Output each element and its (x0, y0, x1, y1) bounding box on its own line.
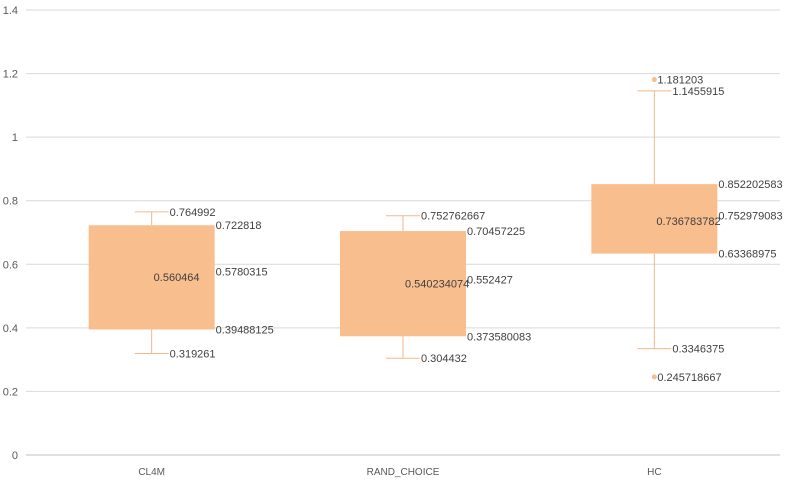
y-tick-label: 1 (12, 132, 18, 144)
q3-label: 0.852202583 (718, 179, 782, 191)
outlier-label: 0.245718667 (657, 372, 721, 384)
outlier-label: 1.181203 (657, 75, 703, 87)
max-label: 0.764992 (170, 207, 216, 219)
y-tick-label: 0.6 (3, 259, 18, 271)
x-category-label: RAND_CHOICE (367, 467, 440, 478)
y-axis-ticks: 0 0.2 0.4 0.6 0.8 1 1.2 1.4 (3, 5, 18, 462)
y-tick-label: 0 (12, 450, 18, 462)
min-label: 0.3346375 (672, 344, 724, 356)
min-label: 0.304432 (421, 353, 467, 365)
median-label: 0.552427 (467, 274, 513, 286)
q1-label: 0.63368975 (718, 249, 776, 261)
median-label: 0.5780315 (216, 266, 268, 278)
q1-label: 0.373580083 (467, 331, 531, 343)
median-label: 0.752979083 (718, 211, 782, 223)
box-hc: 1.181203 0.245718667 1.1455915 0.852202583 0… (591, 75, 783, 384)
q1-label: 0.39488125 (216, 324, 274, 336)
iqr-box (340, 231, 466, 337)
max-label: 0.752762667 (421, 211, 485, 223)
y-tick-label: 0.2 (3, 386, 18, 398)
box-rand-choice: 0.752762667 0.70457225 0.5524270.540234074… (340, 211, 531, 365)
x-axis-categories: CL4M RAND_CHOICE HC (138, 467, 661, 478)
max-label: 1.1455915 (672, 86, 724, 98)
y-tick-label: 0.8 (3, 196, 18, 208)
mean-label: 0.560464 (154, 272, 200, 284)
outlier-point (651, 374, 657, 380)
mean-label: 0.540234074 (405, 278, 469, 290)
x-category-label: HC (647, 467, 661, 478)
y-tick-label: 0.4 (3, 323, 18, 335)
q3-label: 0.70457225 (467, 226, 525, 238)
y-tick-label: 1.4 (3, 5, 18, 17)
iqr-box (591, 184, 718, 254)
mean-label: 0.736783782 (656, 216, 720, 228)
y-tick-label: 1.2 (3, 69, 18, 81)
q3-label: 0.722818 (216, 220, 262, 232)
outlier-point (651, 77, 657, 83)
min-label: 0.319261 (170, 349, 216, 361)
x-category-label: CL4M (138, 467, 165, 478)
iqr-box (88, 225, 215, 330)
